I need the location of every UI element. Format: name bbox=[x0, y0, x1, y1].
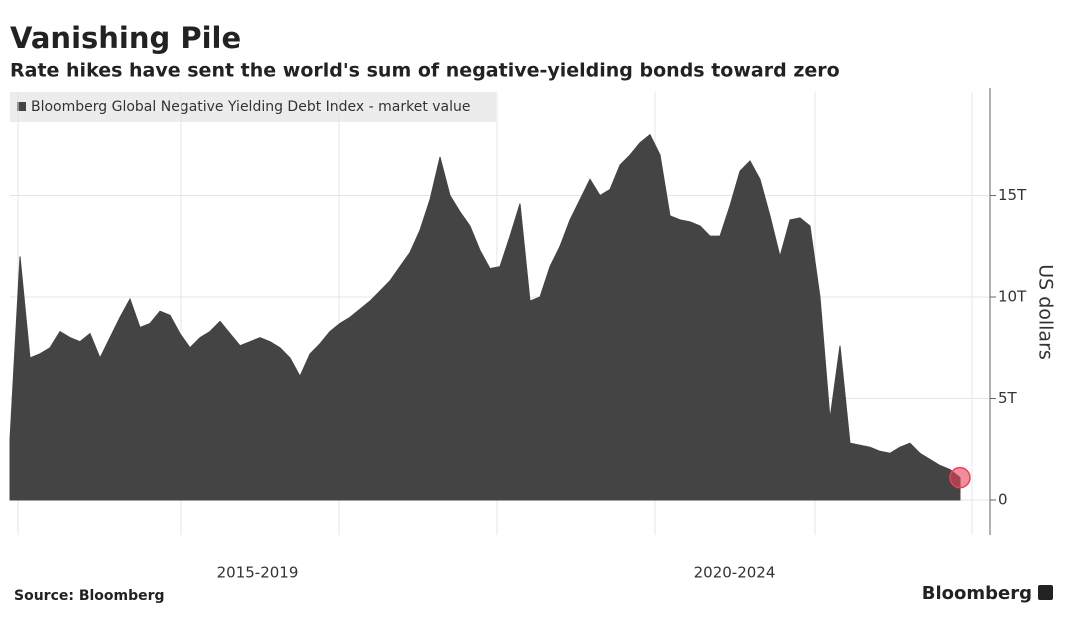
legend-swatch bbox=[17, 102, 26, 111]
brand-icon bbox=[1038, 585, 1053, 600]
chart-title: Vanishing Pile bbox=[10, 21, 241, 55]
legend-box bbox=[10, 92, 496, 122]
y-tick-label: 10T bbox=[998, 288, 1027, 306]
brand: Bloomberg bbox=[922, 583, 1032, 604]
y-axis-label: US dollars bbox=[1035, 264, 1057, 360]
y-tick-label: 15T bbox=[998, 186, 1027, 204]
x-group-label: 2015-2019 bbox=[217, 564, 299, 582]
y-tick-label: 0 bbox=[998, 491, 1008, 509]
source: Source: Bloomberg bbox=[14, 588, 165, 604]
area bbox=[9, 133, 961, 501]
x-group-label: 2020-2024 bbox=[694, 564, 776, 582]
chart-subtitle: Rate hikes have sent the world's sum of … bbox=[10, 60, 840, 82]
legend-label: Bloomberg Global Negative Yielding Debt … bbox=[31, 99, 471, 115]
y-tick-label: 5T bbox=[998, 389, 1018, 407]
highlight-marker bbox=[949, 466, 971, 489]
